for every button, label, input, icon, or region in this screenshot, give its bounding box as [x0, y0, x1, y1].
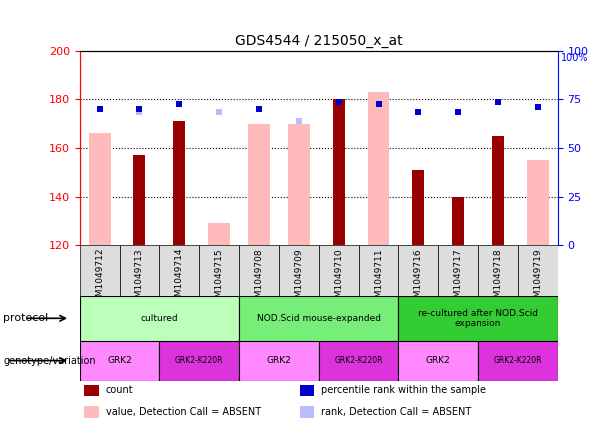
Bar — [518, 245, 558, 296]
Bar — [478, 245, 518, 296]
Text: rank, Detection Call = ABSENT: rank, Detection Call = ABSENT — [321, 407, 471, 417]
Bar — [527, 160, 549, 245]
Bar — [80, 245, 120, 296]
Bar — [239, 245, 279, 296]
Text: 100%: 100% — [561, 53, 588, 63]
Text: GRK2-K220R: GRK2-K220R — [175, 356, 224, 365]
Text: GRK2-K220R: GRK2-K220R — [493, 356, 543, 365]
Bar — [359, 245, 398, 296]
Bar — [413, 170, 424, 245]
Bar — [279, 245, 319, 296]
Text: protocol: protocol — [3, 313, 48, 323]
Bar — [80, 296, 239, 341]
Bar — [89, 134, 110, 245]
Bar — [300, 406, 314, 418]
Text: GSM1049708: GSM1049708 — [254, 248, 264, 308]
Text: NOD.Scid mouse-expanded: NOD.Scid mouse-expanded — [257, 314, 381, 323]
Text: GSM1049715: GSM1049715 — [215, 248, 224, 308]
Text: GSM1049711: GSM1049711 — [374, 248, 383, 308]
Text: GRK2-K220R: GRK2-K220R — [334, 356, 383, 365]
Text: GSM1049709: GSM1049709 — [294, 248, 303, 308]
Bar — [239, 296, 398, 341]
Bar — [134, 155, 145, 245]
Bar — [492, 136, 504, 245]
Bar — [398, 341, 478, 381]
Bar — [368, 92, 389, 245]
Text: GSM1049714: GSM1049714 — [175, 248, 184, 308]
Bar — [452, 197, 464, 245]
Text: value, Detection Call = ABSENT: value, Detection Call = ABSENT — [106, 407, 261, 417]
Bar — [199, 245, 239, 296]
Bar — [398, 245, 438, 296]
Bar — [239, 341, 319, 381]
Bar — [159, 245, 199, 296]
Text: GRK2: GRK2 — [426, 356, 451, 365]
Bar — [300, 385, 314, 396]
Bar — [288, 124, 310, 245]
Bar — [248, 124, 270, 245]
Text: re-cultured after NOD.Scid
expansion: re-cultured after NOD.Scid expansion — [418, 309, 538, 328]
Title: GDS4544 / 215050_x_at: GDS4544 / 215050_x_at — [235, 34, 403, 48]
Bar — [478, 341, 558, 381]
Bar — [319, 245, 359, 296]
Bar — [173, 121, 185, 245]
Text: GSM1049717: GSM1049717 — [454, 248, 463, 308]
Bar — [85, 406, 99, 418]
Text: GSM1049712: GSM1049712 — [95, 248, 104, 308]
Text: GSM1049719: GSM1049719 — [533, 248, 543, 308]
Bar — [333, 99, 345, 245]
Text: GSM1049713: GSM1049713 — [135, 248, 144, 308]
Bar — [80, 341, 159, 381]
Bar — [85, 385, 99, 396]
Text: cultured: cultured — [140, 314, 178, 323]
Text: GRK2: GRK2 — [267, 356, 291, 365]
Bar — [120, 245, 159, 296]
Text: GSM1049716: GSM1049716 — [414, 248, 423, 308]
Text: genotype/variation: genotype/variation — [3, 356, 96, 365]
Bar — [398, 296, 558, 341]
Bar — [159, 341, 239, 381]
Bar — [438, 245, 478, 296]
Text: count: count — [106, 385, 134, 396]
Text: GRK2: GRK2 — [107, 356, 132, 365]
Bar — [319, 341, 398, 381]
Text: GSM1049710: GSM1049710 — [334, 248, 343, 308]
Text: GSM1049718: GSM1049718 — [493, 248, 503, 308]
Text: percentile rank within the sample: percentile rank within the sample — [321, 385, 486, 396]
Bar — [208, 223, 230, 245]
